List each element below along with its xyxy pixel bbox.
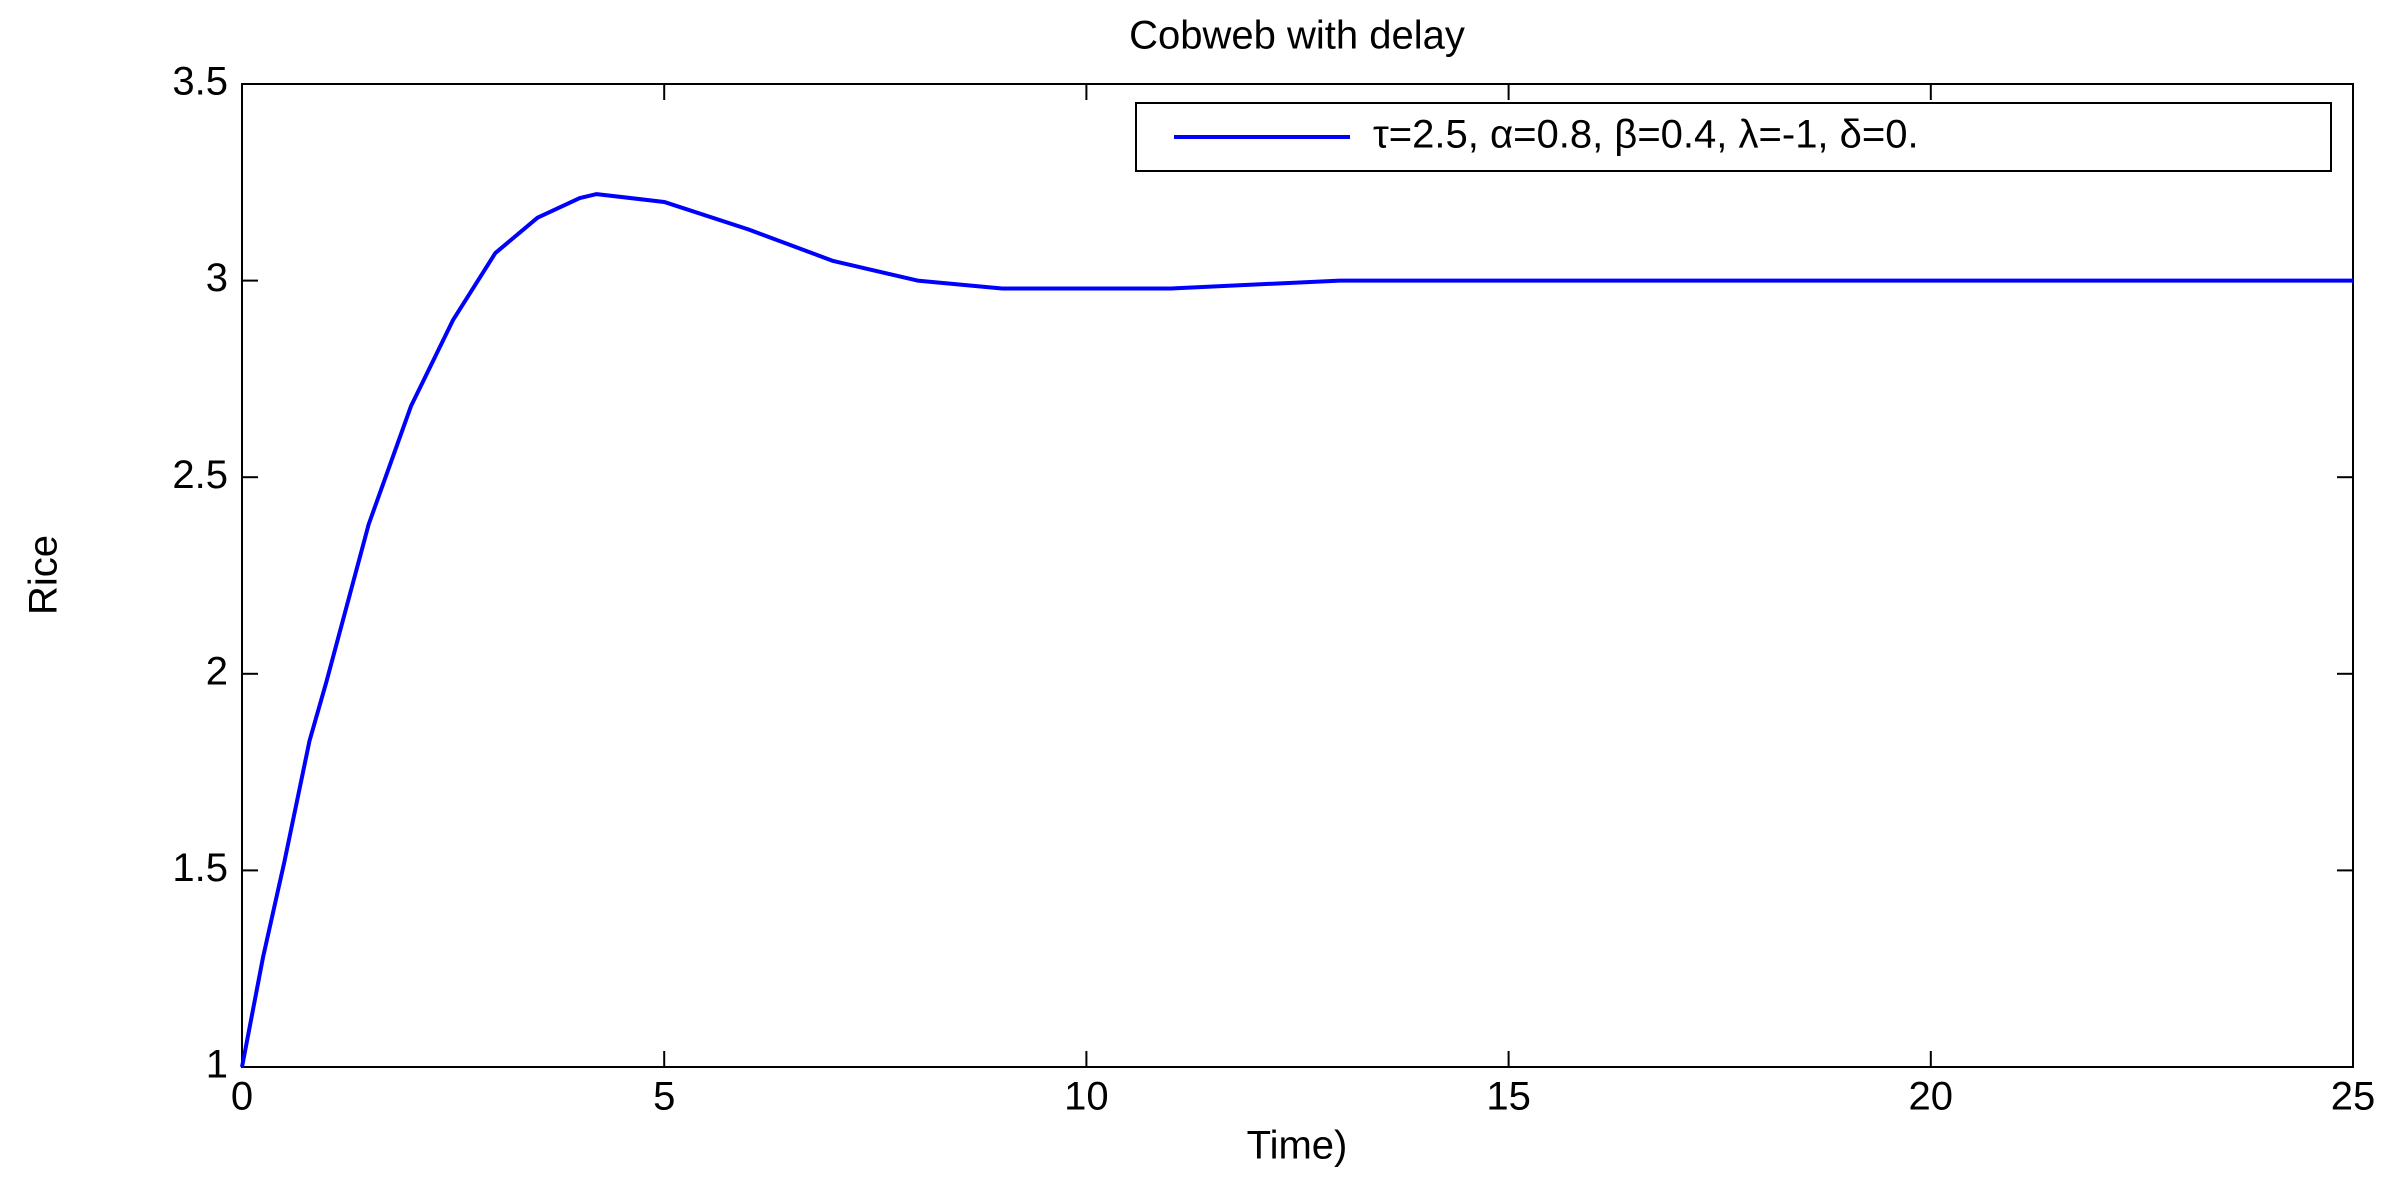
x-axis-label: Time) (1247, 1124, 1348, 1168)
y-tick-label: 2.5 (172, 453, 228, 497)
legend-label: τ=2.5, α=0.8, β=0.4, λ=-1, δ=0. (1373, 113, 1919, 157)
x-tick-label: 10 (1064, 1075, 1109, 1119)
x-tick-label: 5 (653, 1075, 675, 1119)
x-tick-label: 20 (1909, 1075, 1954, 1119)
chart-title: Cobweb with delay (1129, 14, 1465, 58)
x-tick-label: 15 (1486, 1075, 1531, 1119)
plot-frame (241, 83, 2354, 1068)
x-tick-label: 25 (2331, 1075, 2376, 1119)
y-tick-label: 3 (206, 256, 228, 300)
y-tick-label: 2 (206, 649, 228, 693)
data-line (240, 192, 2353, 1068)
y-tick-label: 1 (206, 1043, 228, 1087)
x-tick-label: 0 (231, 1075, 253, 1119)
y-tick-label: 1.5 (172, 846, 228, 890)
y-axis-label: Rice (22, 535, 66, 615)
y-tick-label: 3.5 (172, 60, 228, 104)
